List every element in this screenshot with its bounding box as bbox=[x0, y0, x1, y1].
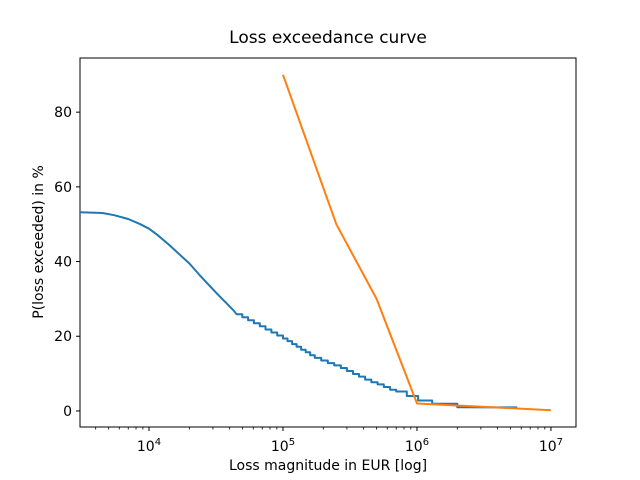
x-tick-label: 105 bbox=[271, 437, 295, 455]
blue-stepped-curve bbox=[80, 211, 518, 409]
x-tick-label: 106 bbox=[405, 437, 429, 455]
axis-ticks: 0 20 40 60 80 104 105 106 107 bbox=[54, 105, 563, 455]
y-tick-label: 80 bbox=[54, 105, 72, 121]
x-tick-label: 107 bbox=[539, 437, 563, 455]
plot-frame bbox=[79, 57, 577, 428]
chart-title: Loss exceedance curve bbox=[229, 28, 427, 48]
y-tick-label: 20 bbox=[54, 329, 72, 345]
orange-scenario-curve bbox=[282, 74, 551, 412]
data-series bbox=[80, 74, 551, 412]
y-tick-label: 0 bbox=[63, 404, 72, 420]
y-tick-label: 60 bbox=[54, 180, 72, 196]
y-axis-label: P(loss exceeded) in % bbox=[31, 165, 47, 319]
x-axis-label: Loss magnitude in EUR [log] bbox=[229, 458, 427, 474]
y-tick-label: 40 bbox=[54, 255, 72, 271]
x-tick-label: 104 bbox=[137, 437, 161, 455]
